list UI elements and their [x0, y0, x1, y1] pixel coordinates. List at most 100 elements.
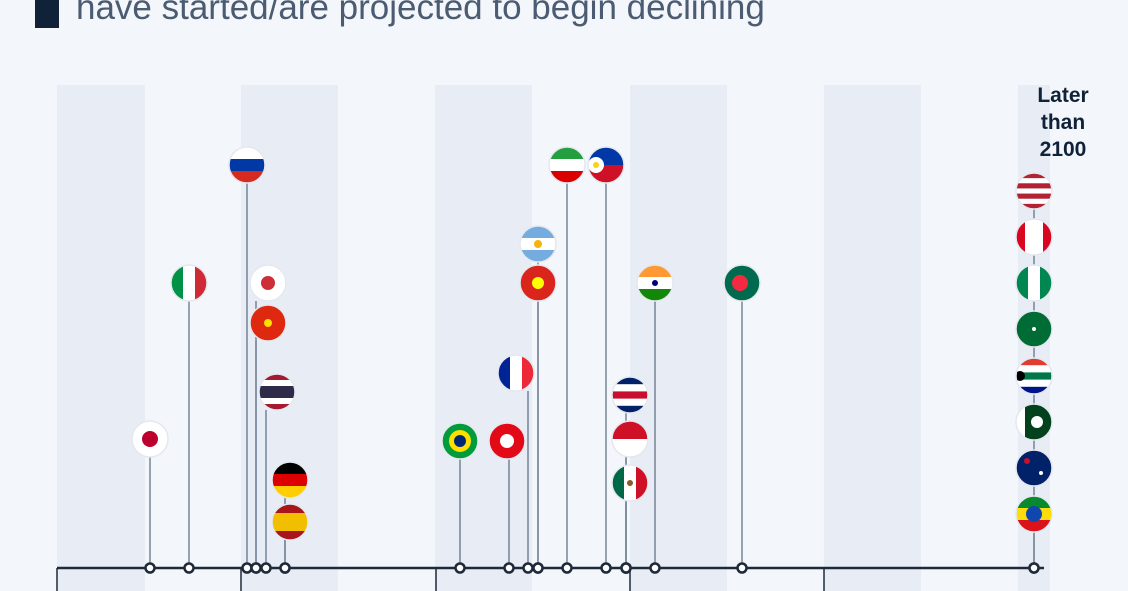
flag-stripe: [1016, 173, 1052, 179]
flag-stripe: [259, 380, 295, 387]
flag-emblem: [1031, 416, 1043, 428]
flag-emblem: [1016, 371, 1025, 381]
flag-stripe: [1016, 365, 1052, 373]
flag: [520, 265, 556, 301]
flag-border: [1015, 264, 1053, 302]
flag-stripe: [1016, 379, 1052, 388]
flag-stripe: [1043, 404, 1052, 440]
flag-stripe: [183, 265, 196, 301]
dots: [144, 562, 1040, 574]
flag-border: [170, 264, 208, 302]
title: have started/are projected to begin decl…: [76, 0, 773, 28]
flag-stripe: [1016, 203, 1052, 209]
flag-stripe: [272, 522, 308, 532]
flag-border: [1015, 218, 1053, 256]
flag-border: [1015, 310, 1053, 348]
flag-border: [1015, 172, 1053, 210]
flag-border: [271, 461, 309, 499]
flag-stripe: [171, 265, 184, 301]
flag-stripe: [612, 421, 648, 440]
flag-stripe: [510, 355, 523, 391]
flag-stripe: [1016, 404, 1026, 440]
band: [824, 85, 921, 591]
flag: [1016, 219, 1052, 255]
flag-border: [636, 264, 674, 302]
flag-stripe: [1034, 219, 1044, 255]
flag-stripe: [1025, 404, 1035, 440]
flag-stripe: [272, 504, 308, 514]
axis-dot: [561, 562, 573, 574]
flag-border: [441, 422, 479, 460]
flag-border: [131, 420, 169, 458]
flag-stripe: [1016, 193, 1052, 200]
axis-dot: [183, 562, 195, 574]
flag-emblem: [732, 275, 748, 291]
flag-emblem: [500, 434, 514, 448]
flag-border: [271, 503, 309, 541]
flag-border: [1015, 495, 1053, 533]
flag: [132, 421, 168, 457]
flag-stripe: [612, 377, 648, 385]
flag-border: [587, 146, 625, 184]
flag-stripe: [1043, 219, 1052, 255]
flag-border: [611, 464, 649, 502]
flag: [1016, 173, 1052, 209]
flag-emblem: [264, 319, 272, 327]
flag-stripe: [272, 474, 308, 487]
flag-stripe: [1016, 183, 1052, 189]
flag-stripe: [259, 386, 295, 393]
flag-stripe: [1028, 265, 1041, 301]
flag-stripe: [612, 391, 648, 400]
flag-stripe: [272, 531, 308, 540]
flag-border: [611, 420, 649, 458]
axis-dot: [250, 562, 262, 574]
flag: [1016, 450, 1052, 486]
later-label: Later than 2100: [1037, 84, 1089, 161]
axis-dot: [503, 562, 515, 574]
band: [435, 85, 532, 591]
flag-stripe: [1016, 265, 1029, 301]
flag-stripe: [259, 404, 295, 410]
flag-stripe: [1016, 450, 1052, 486]
flag-border: [1015, 403, 1053, 441]
flag-stripe: [612, 439, 648, 457]
flag-emblem: [627, 480, 633, 486]
flag-emblem: [652, 280, 658, 286]
flag-stripe: [1016, 358, 1052, 366]
flag-border: [258, 373, 296, 411]
flag-border: [548, 146, 586, 184]
flag-border: [723, 264, 761, 302]
title-text: have started/are projected to begin decl…: [76, 0, 765, 27]
flag-stripe: [549, 159, 585, 172]
band: [57, 85, 145, 591]
axis-dot: [260, 562, 272, 574]
flag: [259, 374, 295, 410]
flag-emblem: [1032, 327, 1036, 331]
flag-stripe: [1016, 386, 1052, 394]
flag-border: [228, 146, 266, 184]
flag-border: [519, 225, 557, 263]
band: [630, 85, 727, 591]
flag-emblem: [142, 431, 158, 447]
axis-dot: [279, 562, 291, 574]
flag-border: [519, 264, 557, 302]
flag-border: [611, 376, 649, 414]
axis-dot: [1028, 562, 1040, 574]
flag-stripe: [1016, 372, 1052, 381]
flag-emblem: [1039, 471, 1043, 475]
axis-dot: [144, 562, 156, 574]
flag-emblem: [534, 240, 542, 248]
footnote-mark: *: [765, 0, 773, 7]
flag-border: [249, 304, 287, 342]
flag-stripe: [259, 374, 295, 381]
flag-stripe: [612, 398, 648, 407]
flag-stripe: [1016, 178, 1052, 184]
flag: [489, 423, 525, 459]
flag: [272, 504, 308, 540]
axis-dot: [620, 562, 632, 574]
flag-stripe: [259, 392, 295, 399]
axis-dot: [241, 562, 253, 574]
flag-stripe: [1016, 188, 1052, 195]
flag-border: [1015, 449, 1053, 487]
